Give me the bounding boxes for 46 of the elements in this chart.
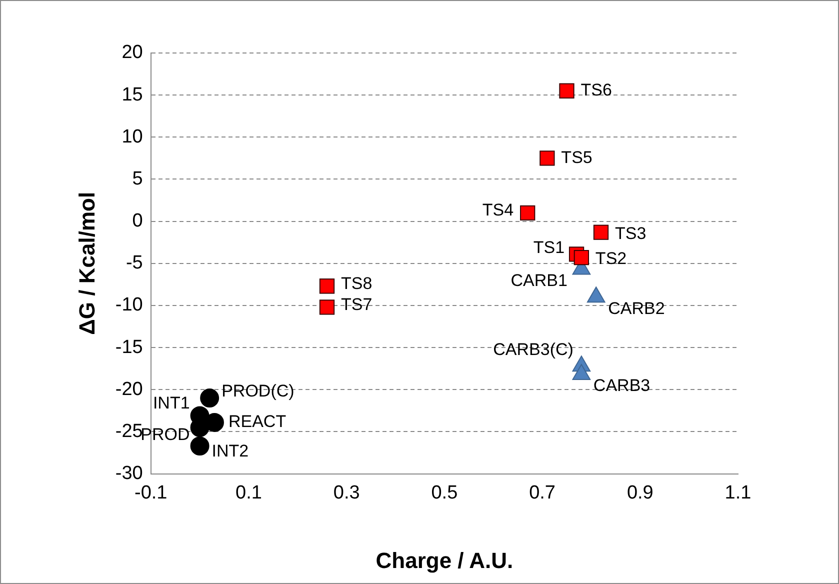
annotation: TS2 <box>595 249 627 268</box>
annotation: TS5 <box>561 148 592 167</box>
point <box>520 205 536 220</box>
x-tick-label: 0.5 <box>431 482 458 504</box>
annotation: INT2 <box>212 442 249 461</box>
point <box>190 436 210 456</box>
annotation: CARB1 <box>510 270 568 290</box>
annotation: TS3 <box>615 224 646 243</box>
y-tick-label: 0 <box>132 210 143 232</box>
x-tick-label: 1.1 <box>724 482 752 504</box>
annotation: TS6 <box>580 80 612 100</box>
annotation: TS8 <box>341 274 372 293</box>
y-tick-label: 10 <box>122 126 143 148</box>
point <box>593 224 609 240</box>
point <box>319 300 335 315</box>
y-tick-label: -30 <box>115 463 143 484</box>
y-tick-label: 15 <box>122 84 143 106</box>
point <box>540 150 555 166</box>
point <box>319 278 335 294</box>
point <box>200 388 220 408</box>
x-tick-label: -0.1 <box>134 482 168 504</box>
annotation: REACT <box>228 412 286 432</box>
annotation: TS1 <box>533 238 565 257</box>
x-tick-label: 0.9 <box>626 482 654 504</box>
x-axis-title: Charge / A.U. <box>376 548 514 573</box>
annotation: PROD <box>140 425 190 444</box>
annotation: TS4 <box>482 200 514 220</box>
point <box>574 250 589 266</box>
y-tick-label: -25 <box>115 420 143 442</box>
y-tick-label: -20 <box>115 378 143 400</box>
x-tick-label: 0.3 <box>333 482 360 504</box>
annotation: TS7 <box>341 294 372 314</box>
point <box>559 83 574 98</box>
annotation: CARB3(C) <box>493 340 574 359</box>
x-tick-label: 0.1 <box>236 482 262 504</box>
annotation: PROD(C) <box>222 382 294 401</box>
annotation: CARB2 <box>608 298 665 318</box>
y-axis-title: ΔG / Kcal/mol <box>74 192 100 335</box>
annotation: CARB3 <box>593 376 650 396</box>
y-tick-label: -10 <box>115 294 143 316</box>
y-tick-label: -15 <box>115 336 143 358</box>
y-tick-label: -5 <box>126 252 143 274</box>
annotation: INT1 <box>152 393 190 412</box>
y-tick-label: 5 <box>132 168 143 190</box>
x-tick-label: 0.7 <box>529 482 556 504</box>
y-tick-label: 20 <box>122 42 143 64</box>
